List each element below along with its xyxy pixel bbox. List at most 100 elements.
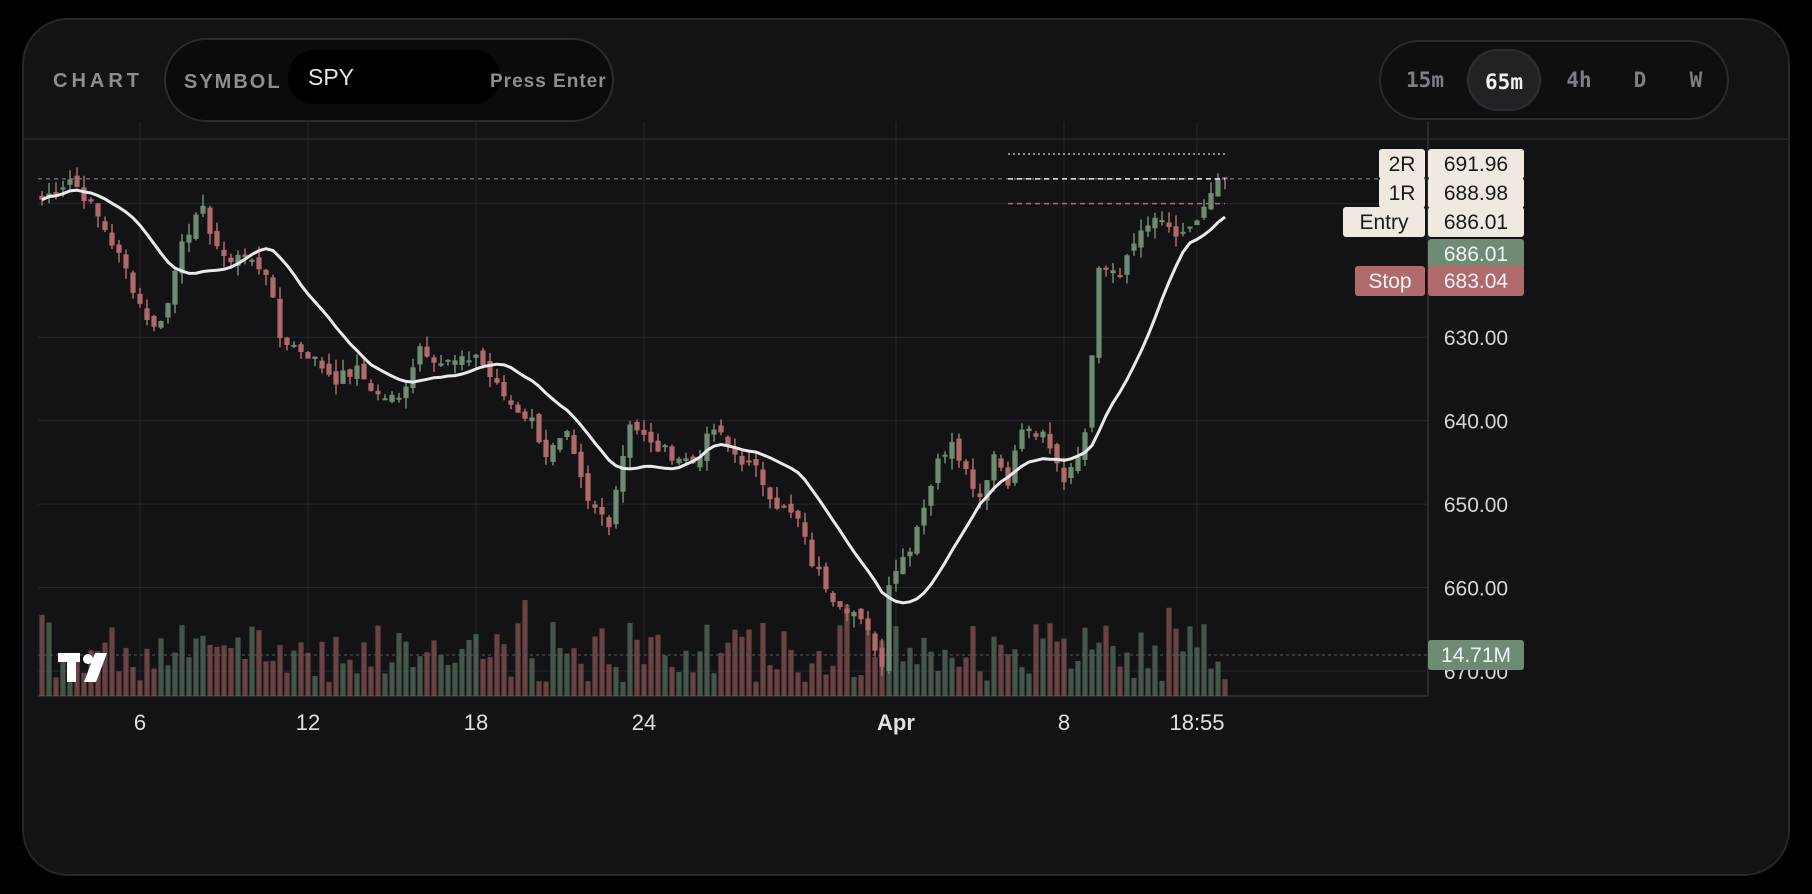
candle-body: [564, 431, 570, 438]
volume-bar: [74, 659, 80, 696]
candle-body: [858, 608, 864, 620]
candle-body: [865, 618, 871, 631]
candle-body: [648, 431, 654, 443]
volume-bar: [284, 672, 290, 696]
price-chart[interactable]: 691.96 2R 688.98 1R 686.01 Entry 686.01 683.04 S…: [24, 20, 1790, 876]
candle-body: [1019, 429, 1025, 449]
timeframe-4h[interactable]: 4h: [1566, 68, 1592, 92]
candle-body: [942, 454, 948, 457]
volume-bar: [802, 681, 808, 696]
candle-body: [1180, 231, 1186, 234]
candle-body: [361, 363, 367, 380]
volume-bar: [718, 653, 724, 696]
candle-body: [501, 382, 507, 397]
volume-bar: [753, 681, 759, 696]
candle-body: [788, 503, 794, 513]
candle-body: [508, 400, 514, 405]
candle-body: [137, 293, 143, 304]
volume-bar: [858, 675, 864, 696]
volume-bar: [851, 677, 857, 696]
candle-body: [1138, 230, 1144, 248]
volume-bar: [1166, 607, 1172, 696]
volume-bar: [1061, 638, 1067, 696]
time-tick-label: Apr: [877, 710, 915, 735]
timeframe-day[interactable]: D: [1633, 68, 1647, 92]
volume-bar: [179, 625, 185, 696]
candle-body: [879, 647, 885, 667]
level-label: Entry: [1359, 211, 1409, 234]
volume-bar: [326, 681, 332, 696]
chart-card: CHART SYMBOL Press Enter 15m 65m 4h D W …: [22, 18, 1790, 876]
timeframe-15m[interactable]: 15m: [1406, 68, 1444, 92]
volume-bar: [431, 640, 437, 696]
candle-body: [641, 429, 647, 435]
symbol-input[interactable]: [288, 50, 500, 104]
candle-body: [158, 320, 164, 328]
candle-body: [872, 633, 878, 651]
price-tick-label: 650.00: [1444, 494, 1508, 517]
candle-body: [1215, 179, 1221, 197]
candle-body: [837, 601, 843, 608]
price-tag-bg: [1428, 178, 1524, 208]
volume-bar: [494, 634, 500, 696]
candle-body: [144, 308, 150, 320]
candle-body: [1089, 355, 1095, 428]
volume-bar: [669, 666, 675, 696]
tradingview-logo-icon: [58, 653, 107, 682]
candle-body: [480, 350, 486, 366]
candle-body: [697, 456, 703, 468]
volume-bar: [151, 668, 157, 696]
volume-bar: [81, 672, 87, 696]
volume-bar: [1215, 661, 1221, 696]
candle-body: [851, 612, 857, 617]
volume-bar: [473, 634, 479, 696]
candle-body: [368, 383, 374, 391]
volume-bar: [256, 630, 262, 696]
volume-bar: [991, 636, 997, 696]
volume-bar: [263, 661, 269, 696]
candle-body: [207, 207, 213, 234]
volume-bar: [1145, 668, 1151, 696]
price-tag-value: 691.96: [1444, 153, 1508, 176]
candle-body: [1201, 206, 1207, 218]
volume-bar: [613, 667, 619, 696]
candle-body: [613, 489, 619, 525]
volume-bar: [270, 660, 276, 696]
candle-body: [487, 361, 493, 377]
volume-bar: [333, 636, 339, 696]
candle-body: [935, 458, 941, 483]
volume-bar: [403, 641, 409, 696]
candle-body: [466, 360, 472, 363]
volume-bar: [942, 649, 948, 696]
candle-body: [291, 344, 297, 347]
candle-body: [1208, 193, 1214, 210]
volume-bar: [249, 626, 255, 696]
volume-bar: [277, 645, 283, 696]
volume-bar: [396, 632, 402, 696]
volume-bar: [1047, 623, 1053, 696]
candle-body: [221, 249, 227, 257]
candle-body: [228, 257, 234, 263]
volume-bar: [788, 649, 794, 696]
volume-bar: [704, 624, 710, 696]
candle-body: [172, 270, 178, 305]
candle-body: [102, 221, 108, 230]
candle-body: [53, 192, 59, 195]
volume-bar: [1054, 641, 1060, 696]
volume-bar: [466, 639, 472, 696]
candle-body: [1117, 275, 1123, 278]
level-label-bg: [1379, 149, 1425, 179]
volume-bar: [634, 639, 640, 696]
toolbar: CHART SYMBOL Press Enter 15m 65m 4h D W: [24, 20, 1788, 140]
volume-bar: [130, 666, 136, 696]
volume-bar: [536, 681, 542, 696]
volume-bar: [1117, 666, 1123, 696]
volume-bar: [53, 677, 59, 696]
candle-body: [1173, 226, 1179, 237]
timeframe-week[interactable]: W: [1689, 68, 1703, 92]
candle-body: [459, 356, 465, 366]
volume-bar: [1040, 638, 1046, 696]
volume-bar: [137, 680, 143, 696]
volume-bar: [620, 681, 626, 696]
timeframe-65m[interactable]: 65m: [1467, 49, 1541, 111]
